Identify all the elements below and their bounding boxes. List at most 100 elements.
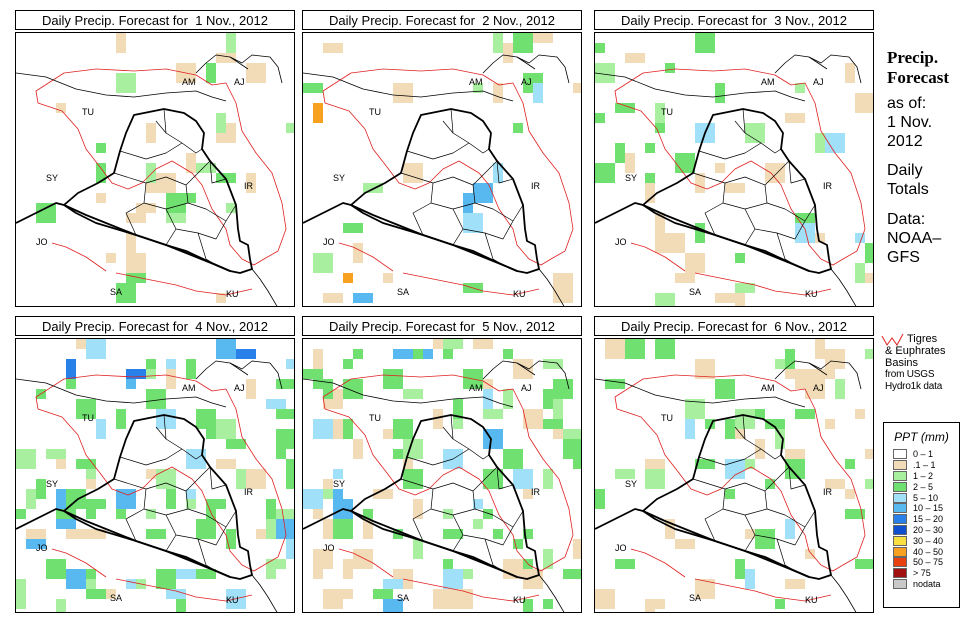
- legend-label: 30 – 40: [913, 535, 944, 546]
- precip-cell: [483, 509, 493, 519]
- precip-cell: [26, 529, 46, 539]
- precip-cell: [825, 133, 845, 153]
- country-label-jo: JO: [615, 543, 627, 553]
- country-label-sa: SA: [689, 287, 701, 297]
- country-border: [774, 360, 828, 380]
- precip-cell: [56, 103, 66, 113]
- precip-cell: [383, 599, 403, 612]
- country-label-sa: SA: [110, 287, 122, 297]
- province-border: [165, 204, 237, 240]
- precip-cell: [563, 439, 581, 459]
- forecast-map: AM AJ TU SY IR JO SA KU: [15, 338, 295, 613]
- precip-cell: [96, 143, 106, 153]
- basin-boundary: [402, 272, 540, 296]
- province-border: [788, 160, 806, 184]
- precip-cell: [443, 339, 463, 349]
- country-border: [595, 202, 644, 224]
- province-border: [119, 142, 183, 160]
- precip-cell: [313, 253, 333, 273]
- country-border: [303, 378, 514, 408]
- country-border: [16, 508, 65, 530]
- precip-cell: [126, 273, 146, 283]
- legend-label: 50 – 75: [913, 557, 944, 568]
- province-border: [412, 508, 432, 542]
- country-label-jo: JO: [36, 237, 48, 247]
- precip-cell: [785, 579, 795, 589]
- basin-boundary: [694, 272, 832, 296]
- precip-cell: [483, 469, 503, 489]
- precip-cell: [625, 153, 635, 173]
- country-label-aj: AJ: [521, 77, 532, 87]
- basin-key-line3: Basins: [885, 357, 919, 369]
- coastline: [830, 574, 857, 612]
- legend-item: 50 – 75: [893, 557, 959, 568]
- precip-cell: [383, 579, 403, 589]
- product-title-line2: Forecast: [887, 68, 949, 87]
- precip-cell: [46, 559, 66, 579]
- country-label-aj: AJ: [813, 383, 824, 393]
- precip-cell: [276, 409, 294, 419]
- country-label-ku: KU: [805, 595, 818, 605]
- country-label-ku: KU: [226, 595, 239, 605]
- precip-cell: [655, 103, 665, 123]
- precip-cell: [453, 419, 463, 429]
- province-border: [704, 202, 724, 236]
- precip-cell: [685, 419, 695, 439]
- province-border: [155, 120, 167, 134]
- province-border: [165, 534, 177, 552]
- date-line2: 2012: [887, 133, 923, 150]
- precip-cell: [473, 83, 483, 93]
- legend-swatch: [893, 449, 907, 460]
- precip-cell: [216, 293, 226, 303]
- basin-boundary: [322, 374, 574, 572]
- precip-cell: [66, 529, 86, 539]
- province-border: [209, 466, 227, 490]
- precip-cell: [695, 359, 715, 379]
- precip-cell: [533, 569, 543, 589]
- precip-cell: [543, 469, 553, 489]
- country-label-sy: SY: [333, 173, 345, 183]
- precip-cell: [16, 509, 26, 519]
- forecast-panel-nov-2: Daily Precip. Forecast for 2 Nov., 2012 …: [302, 10, 582, 307]
- province-border: [692, 160, 790, 186]
- province-border: [113, 160, 211, 186]
- precip-cell: [166, 369, 176, 389]
- precip-cell: [845, 489, 855, 499]
- province-border: [474, 202, 514, 222]
- precip-cell: [226, 529, 236, 549]
- basin-boundary: [115, 578, 253, 602]
- precip-cell: [266, 519, 276, 539]
- legend-item: 15 – 20: [893, 514, 959, 525]
- basin-boundary: [614, 374, 866, 572]
- basin-boundary: [630, 242, 686, 272]
- precip-cell: [715, 379, 735, 399]
- precip-cell: [56, 519, 76, 529]
- country-border: [303, 72, 514, 102]
- precip-cell: [383, 369, 403, 389]
- precip-cell: [246, 379, 256, 399]
- precip-cell: [493, 33, 503, 53]
- precip-cell: [715, 83, 725, 103]
- precip-cell: [855, 263, 865, 283]
- precip-cell: [313, 419, 333, 439]
- country-border: [195, 54, 249, 74]
- precip-cell: [16, 589, 26, 609]
- precip-cell: [136, 203, 156, 213]
- precip-cell: [403, 469, 423, 489]
- precip-cell: [393, 419, 413, 439]
- basin-boundary: [51, 548, 107, 578]
- precip-cell: [815, 233, 825, 243]
- precip-cell: [473, 339, 493, 349]
- precip-cell: [735, 253, 745, 263]
- precip-cell: [433, 589, 453, 609]
- province-border: [734, 120, 746, 134]
- province-border: [704, 508, 724, 542]
- precip-cell: [493, 529, 503, 539]
- province-border: [496, 466, 514, 490]
- legend-label: 10 – 15: [913, 503, 944, 514]
- forecast-panel-nov-1: Daily Precip. Forecast for 1 Nov., 2012 …: [15, 10, 295, 307]
- precip-cell: [815, 339, 825, 359]
- precip-cell: [343, 559, 353, 579]
- precip-cell: [16, 579, 26, 589]
